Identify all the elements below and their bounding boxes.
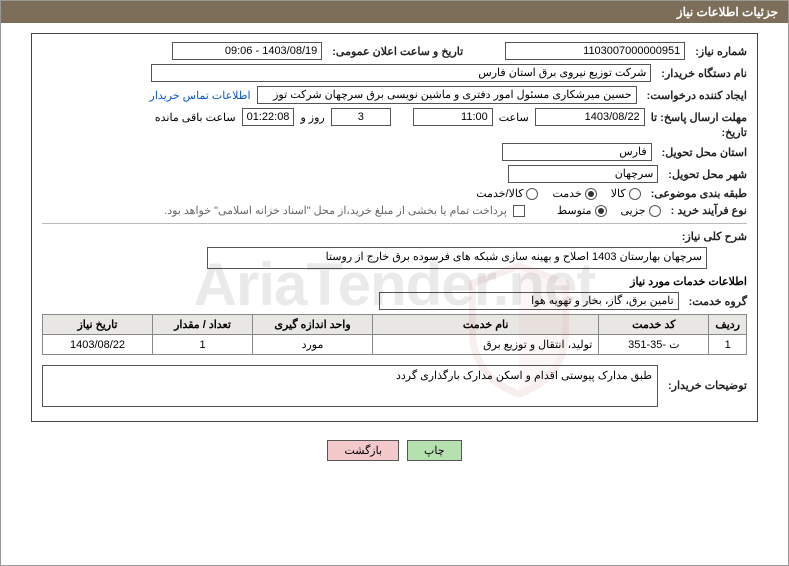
page-title: جزئیات اطلاعات نیاز (677, 5, 778, 19)
buyer-org-value: شرکت توزیع نیروی برق استان فارس (151, 64, 651, 82)
table-row: 1 ت -35-351 تولید، انتقال و توزیع برق مو… (43, 335, 747, 355)
services-table: ردیف کد خدمت نام خدمت واحد اندازه گیری ت… (42, 314, 747, 355)
process-note: پرداخت تمام یا بخشی از مبلغ خرید،از محل … (164, 204, 507, 217)
cell-name: تولید، انتقال و توزیع برق (373, 335, 599, 355)
radio-partial[interactable]: جزیی (621, 204, 661, 217)
cell-code: ت -35-351 (599, 335, 709, 355)
radio-medium-label: متوسط (557, 204, 592, 217)
deadline-clock: 01:22:08 (242, 108, 295, 126)
requester-value: حسین میرشکاری مسئول امور دفتری و ماشین ن… (257, 86, 637, 104)
deadline-days: 3 (331, 108, 391, 126)
buyer-contact-link[interactable]: اطلاعات تماس خریدار (150, 89, 251, 102)
announce-label: تاریخ و ساعت اعلان عمومی: (332, 45, 463, 58)
deadline-label-2: تاریخ: (721, 126, 747, 139)
cell-idx: 1 (709, 335, 747, 355)
need-number-value: 1103007000000951 (505, 42, 685, 60)
need-desc-label: شرح کلی نیاز: (682, 230, 747, 243)
print-button[interactable]: چاپ (407, 440, 462, 461)
need-number-label: شماره نیاز: (695, 45, 747, 58)
details-panel: شماره نیاز: 1103007000000951 تاریخ و ساع… (31, 33, 758, 422)
radio-goods[interactable]: کالا (611, 187, 641, 200)
city-value: سرچهان (508, 165, 658, 183)
deadline-time: 11:00 (413, 108, 493, 126)
services-section-title: اطلاعات خدمات مورد نیاز (42, 275, 747, 288)
requester-label: ایجاد کننده درخواست: (647, 89, 747, 102)
radio-partial-label: جزیی (621, 204, 646, 217)
cell-unit: مورد (253, 335, 373, 355)
th-date: تاریخ نیاز (43, 315, 153, 335)
province-value: فارس (502, 143, 652, 161)
buyer-org-label: نام دستگاه خریدار: (661, 67, 747, 80)
radio-service-label: خدمت (552, 187, 581, 200)
th-code: کد خدمت (599, 315, 709, 335)
cell-qty: 1 (153, 335, 253, 355)
city-label: شهر محل تحویل: (668, 168, 747, 181)
th-idx: ردیف (709, 315, 747, 335)
back-button[interactable]: بازگشت (327, 440, 399, 461)
buyer-notes-label: توضیحات خریدار: (668, 379, 747, 392)
service-group-value: تامین برق، گاز، بخار و تهویه هوا (379, 292, 679, 310)
announce-value: 1403/08/19 - 09:06 (172, 42, 322, 60)
th-qty: تعداد / مقدار (153, 315, 253, 335)
cell-date: 1403/08/22 (43, 335, 153, 355)
need-desc-value: سرچهان بهارستان 1403 اصلاح و بهینه سازی … (207, 247, 707, 269)
deadline-days-label: روز و (300, 111, 324, 124)
deadline-date: 1403/08/22 (535, 108, 645, 126)
radio-both-label: کالا/خدمت (476, 187, 523, 200)
treasury-checkbox[interactable] (513, 205, 525, 217)
buyer-notes-value: طبق مدارک پیوستی اقدام و اسکن مدارک بارگ… (42, 365, 658, 407)
deadline-remain-label: ساعت باقی مانده (155, 111, 236, 124)
deadline-time-label: ساعت (499, 111, 529, 124)
process-type-label: نوع فرآیند خرید : (671, 204, 747, 217)
radio-medium[interactable]: متوسط (557, 204, 607, 217)
th-name: نام خدمت (373, 315, 599, 335)
radio-both[interactable]: کالا/خدمت (476, 187, 538, 200)
th-unit: واحد اندازه گیری (253, 315, 373, 335)
page-header: جزئیات اطلاعات نیاز (1, 1, 788, 23)
radio-service[interactable]: خدمت (552, 187, 596, 200)
province-label: استان محل تحویل: (662, 146, 747, 159)
radio-goods-label: کالا (611, 187, 626, 200)
deadline-label-1: مهلت ارسال پاسخ: تا (651, 111, 747, 124)
service-group-label: گروه خدمت: (689, 295, 747, 308)
subject-cat-label: طبقه بندی موضوعی: (651, 187, 747, 200)
